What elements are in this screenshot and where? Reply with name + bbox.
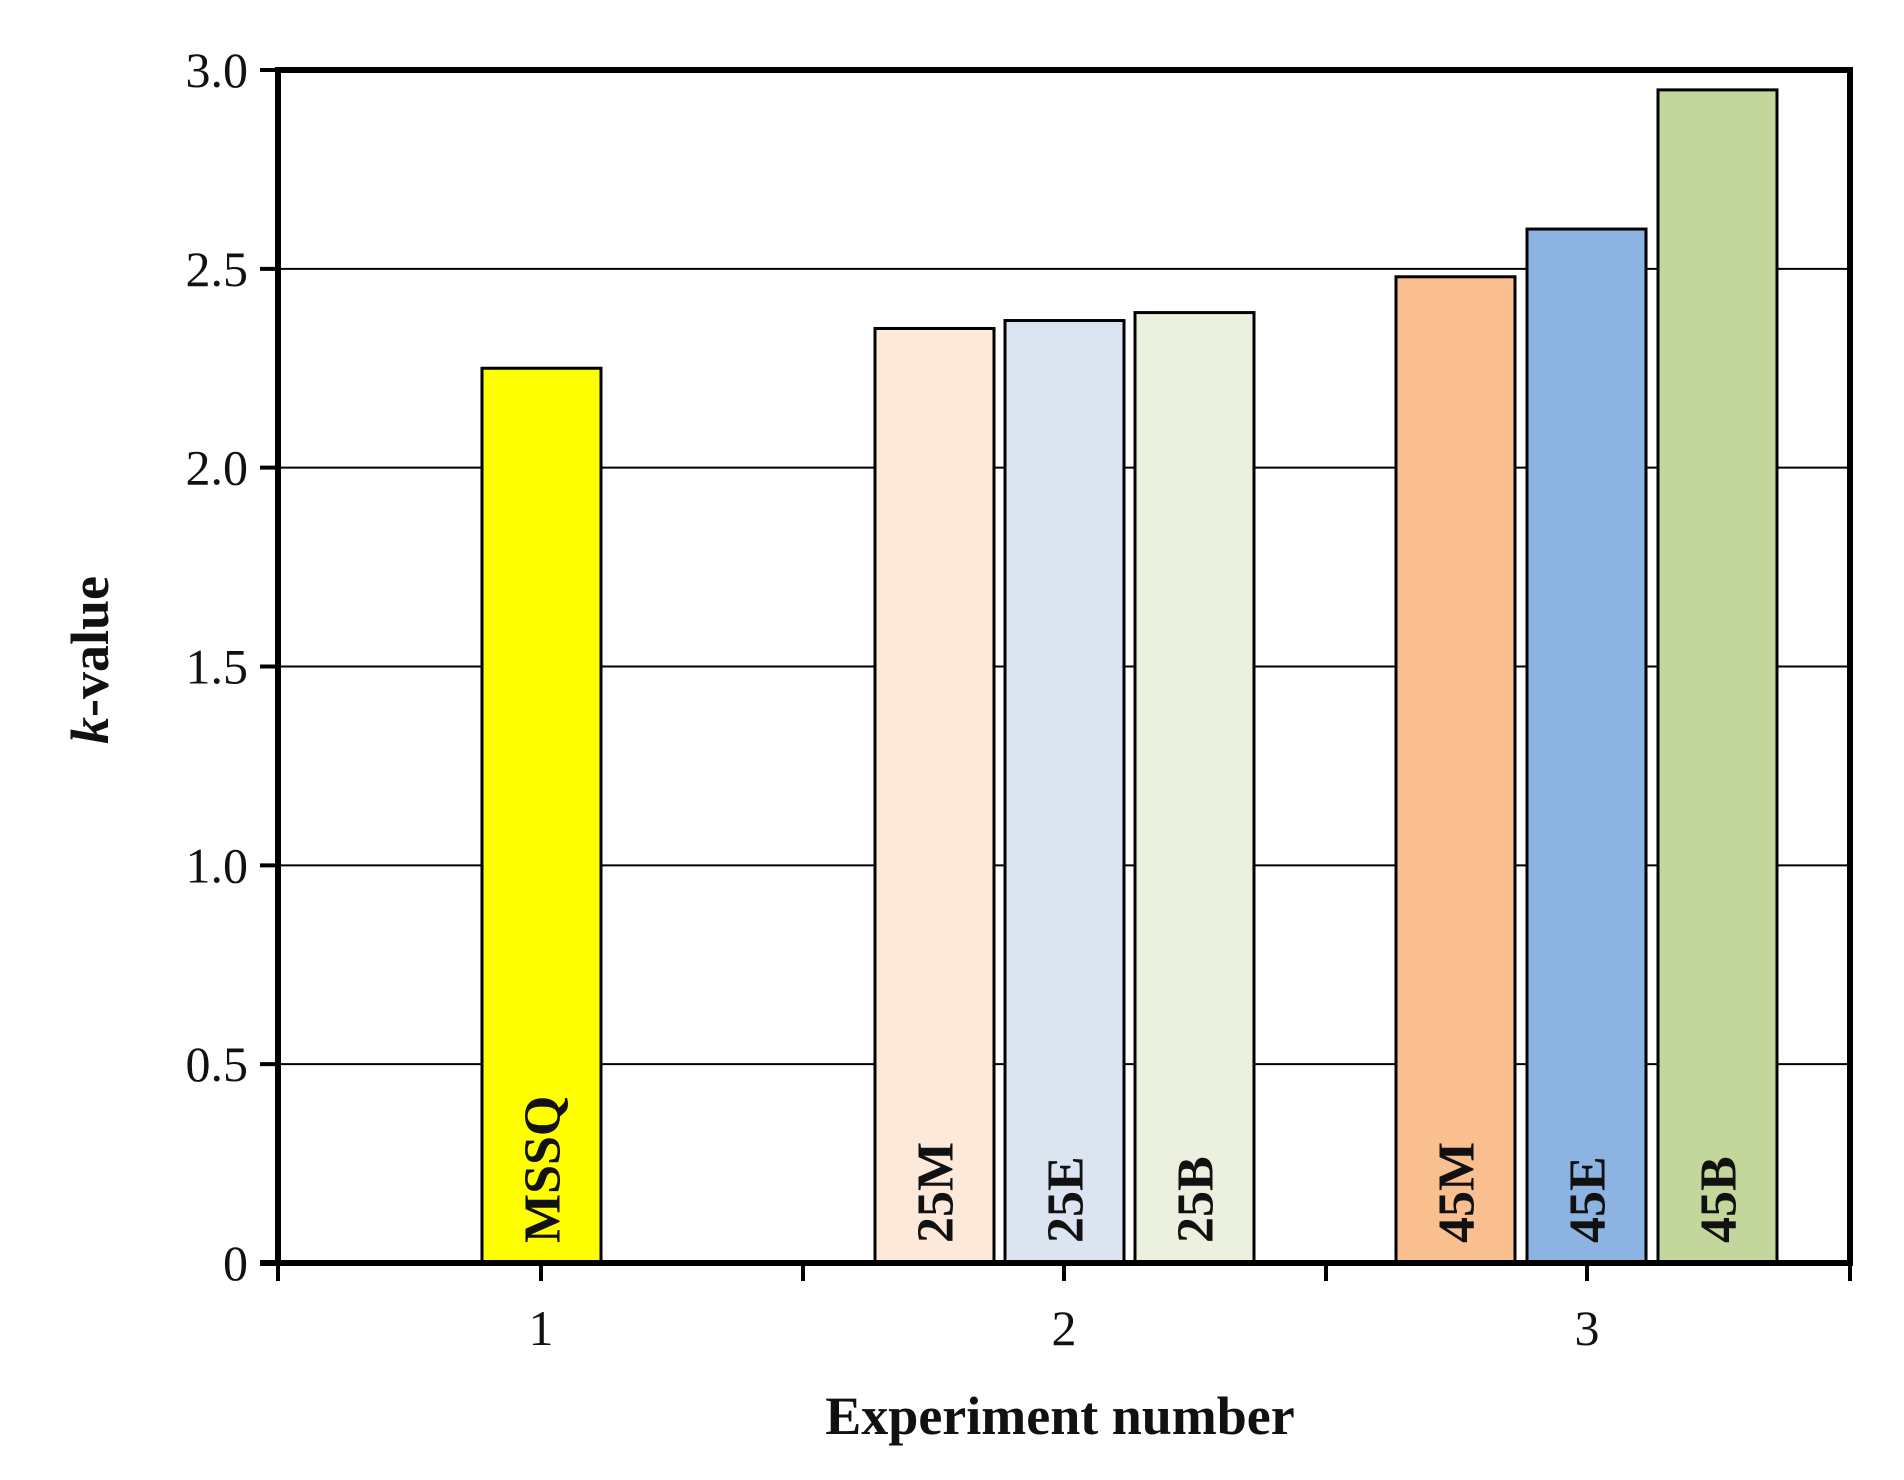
x-tick-label-1: 1 (529, 1300, 554, 1356)
bar-label-MSSQ: MSSQ (515, 1096, 572, 1243)
x-tick-label-2: 2 (1052, 1300, 1077, 1356)
bar-label-45M: 45M (1429, 1142, 1486, 1243)
bar-label-25E: 25E (1038, 1156, 1095, 1243)
bar-25M (873, 326, 996, 1265)
y-tick-label-0: 0 (223, 1235, 248, 1291)
bar-label-45B: 45B (1691, 1156, 1748, 1243)
y-tick-label-6: 3.0 (186, 42, 249, 98)
x-tick-label-3: 3 (1575, 1300, 1600, 1356)
bar-45M (1394, 275, 1517, 1265)
labels: MSSQ 25M 25E 25B 45M 45E 45B 0 0.5 1.0 1.5 2.0 2.5 3.… (186, 42, 1748, 1356)
bar-label-25M: 25M (908, 1142, 965, 1243)
bar-45B (1656, 88, 1779, 1265)
y-axis-title-rest: -value (60, 576, 120, 717)
y-tick-label-3: 1.5 (186, 639, 249, 695)
y-axis-title-italic: k (60, 717, 120, 744)
y-tick-label-5: 2.5 (186, 241, 249, 297)
bars (480, 88, 1779, 1265)
axes (260, 67, 1853, 1281)
y-tick-label-2: 1.0 (186, 837, 249, 893)
bar-45E (1525, 227, 1648, 1265)
y-tick-label-1: 0.5 (186, 1036, 249, 1092)
x-axis-title: Experiment number (825, 1386, 1294, 1446)
y-tick-label-4: 2.0 (186, 440, 249, 496)
bar-25B (1133, 311, 1256, 1265)
bar-label-25B: 25B (1168, 1156, 1225, 1243)
y-axis-title: k-value (60, 576, 120, 744)
bar-25E (1003, 319, 1126, 1265)
bar-label-45E: 45E (1560, 1156, 1617, 1243)
